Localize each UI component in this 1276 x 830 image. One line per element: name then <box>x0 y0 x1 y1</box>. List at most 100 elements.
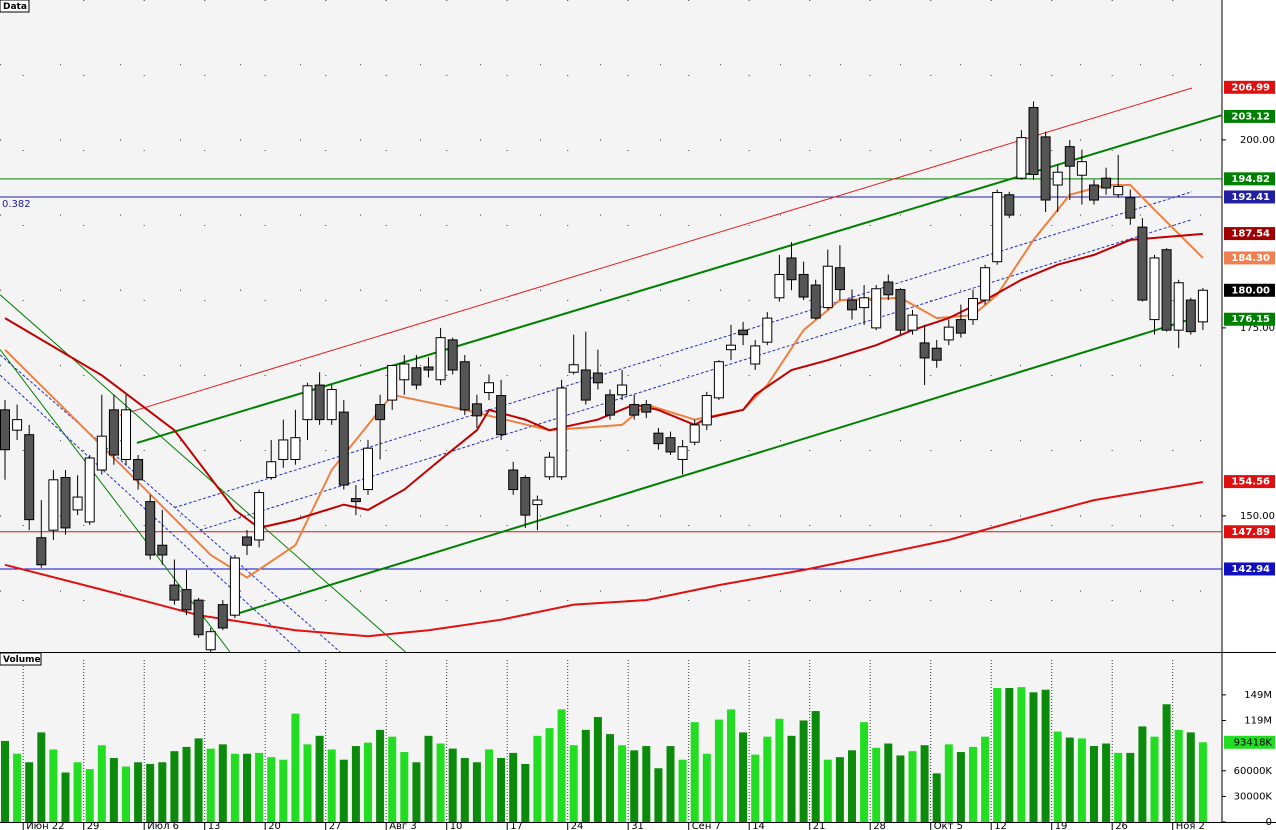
x-tick-label: 26 <box>1115 821 1128 830</box>
candle-body <box>762 317 773 343</box>
candle-body <box>1185 299 1196 333</box>
volume-bar <box>73 762 82 822</box>
trend-line <box>0 349 231 652</box>
candle-body <box>738 329 749 336</box>
volume-bar <box>1102 743 1111 822</box>
price-label: 154.56 <box>1231 477 1270 488</box>
candle-body <box>544 456 555 478</box>
volume-bar <box>763 736 772 822</box>
level-label: 192.41 <box>1231 192 1270 203</box>
volume-bar <box>351 746 360 822</box>
volume-bar <box>388 736 397 822</box>
volume-bars <box>1 687 1207 822</box>
x-tick-label: 20 <box>268 821 281 830</box>
candle-body <box>992 192 1003 263</box>
candle-body <box>242 536 252 546</box>
candle-body <box>1197 289 1208 323</box>
candle-body <box>774 273 785 299</box>
price-label: 184.30 <box>1231 253 1270 264</box>
candle-body <box>471 403 482 417</box>
volume-bar <box>25 762 34 822</box>
volume-bar <box>993 688 1002 822</box>
candle-body <box>133 458 144 481</box>
candle-body <box>290 437 301 460</box>
volume-bar <box>291 713 300 822</box>
x-tick-label: 13 <box>208 821 221 830</box>
candle-body <box>205 631 216 651</box>
candle-body <box>60 477 71 529</box>
level-box <box>1224 562 1275 576</box>
candle-body <box>459 361 470 411</box>
volume-bar <box>134 762 143 822</box>
candle-body <box>181 589 192 611</box>
candle-body <box>1004 194 1015 216</box>
volume-bar <box>533 735 542 822</box>
y-tick-label: 149M <box>1244 690 1272 701</box>
volume-bar <box>799 720 808 822</box>
candle-body <box>484 382 494 394</box>
price-label: 187.54 <box>1231 229 1270 240</box>
candle-body <box>266 461 277 479</box>
trend-line <box>0 374 301 652</box>
volume-bar <box>1162 704 1171 822</box>
level-label: 147.89 <box>1231 527 1270 538</box>
volume-bar <box>956 752 965 822</box>
volume-bar <box>981 736 990 822</box>
price-label: 176.15 <box>1231 314 1270 325</box>
x-tick-label: 17 <box>510 821 523 830</box>
candle-body <box>592 372 603 384</box>
x-tick-label: Окт 5 <box>934 821 963 830</box>
x-tick-label: 24 <box>571 821 584 830</box>
candle-body <box>121 409 131 460</box>
x-tick-label: 19 <box>1055 821 1068 830</box>
candle-body <box>411 367 422 386</box>
volume-bar <box>158 762 167 822</box>
candle-body <box>1052 171 1063 186</box>
candle-body <box>302 385 313 421</box>
price-label: 203.12 <box>1231 111 1270 122</box>
candle-body <box>726 344 736 351</box>
candle-body <box>1125 197 1136 219</box>
last-volume-label: 93418K <box>1234 737 1273 748</box>
candle-body <box>363 447 373 491</box>
moving-average <box>4 481 1204 638</box>
volume-bar <box>339 759 348 822</box>
y-tick-label: 150.00 <box>1240 511 1275 522</box>
x-tick-label: Сен 7 <box>692 821 721 830</box>
y-tick-label: 0 <box>1266 817 1272 828</box>
volume-bar <box>412 762 421 822</box>
price-box <box>1224 80 1275 94</box>
volume-bar <box>49 749 58 822</box>
volume-bar <box>569 745 578 822</box>
candle-body <box>1173 282 1184 331</box>
candle-body <box>96 435 107 471</box>
volume-bar <box>315 735 324 822</box>
volume-bar <box>787 735 796 822</box>
volume-bar <box>848 750 856 822</box>
candle-body <box>1089 184 1099 201</box>
volume-bar <box>618 745 627 822</box>
candle-body <box>435 337 446 381</box>
level-label: 194.82 <box>1231 174 1270 185</box>
candle-body <box>859 297 870 309</box>
x-tick-label: 21 <box>813 821 826 830</box>
x-tick-label: Июл 6 <box>147 821 179 830</box>
volume-bar <box>1186 732 1195 822</box>
volume-bar <box>920 745 929 822</box>
price-box <box>1224 109 1275 123</box>
title-box <box>0 0 30 13</box>
moving-average <box>4 184 1204 579</box>
candle-body <box>1161 249 1172 331</box>
candle-body <box>617 384 628 396</box>
volume-bar <box>448 748 457 822</box>
volume-bar <box>969 746 977 822</box>
volume-bar <box>690 722 699 822</box>
volume-bar <box>678 759 687 822</box>
volume-bar <box>1029 692 1038 822</box>
x-tick-label: Июн 22 <box>26 821 64 830</box>
candle-body <box>532 499 543 506</box>
volume-bar <box>13 753 22 822</box>
volume-bar <box>243 753 251 822</box>
candle-body <box>968 298 978 321</box>
volume-bar <box>267 757 276 822</box>
